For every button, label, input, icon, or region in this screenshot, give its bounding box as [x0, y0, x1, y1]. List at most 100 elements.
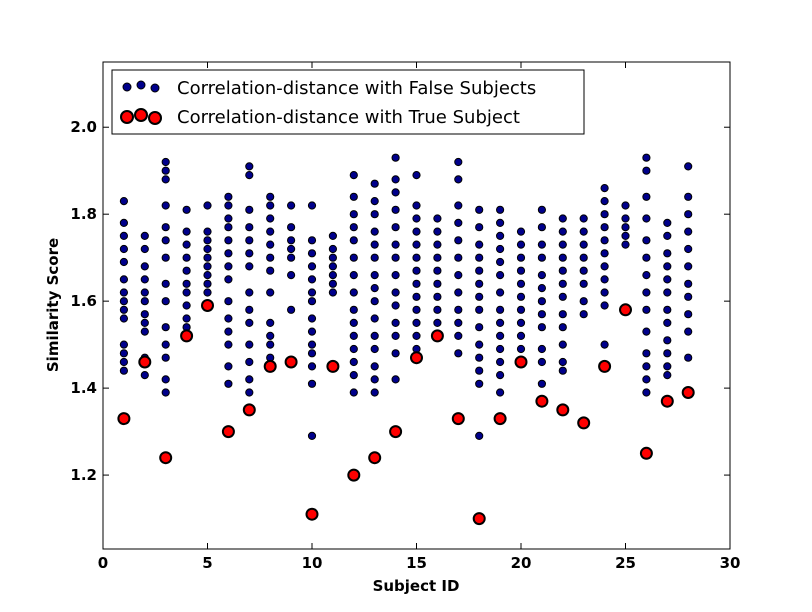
data-point-false-subject: [537, 323, 547, 332]
data-point-false-subject: [642, 288, 651, 297]
data-point-false-subject: [537, 310, 547, 319]
data-point-false-subject: [621, 240, 630, 249]
data-point-false-subject: [328, 271, 337, 280]
data-point-false-subject: [496, 388, 505, 397]
data-point-true-subject: [305, 507, 319, 521]
data-point-false-subject: [537, 271, 547, 280]
data-point-true-subject: [639, 446, 653, 460]
data-point-false-subject: [349, 305, 358, 314]
legend-label-false-subjects: Correlation-distance with False Subjects: [177, 78, 536, 99]
data-point-false-subject: [161, 201, 170, 210]
legend-marker-true-1: [120, 110, 134, 124]
data-point-false-subject: [537, 284, 547, 293]
data-point-false-subject: [663, 336, 672, 345]
y-tick-label: 1.2: [70, 466, 97, 484]
data-point-false-subject: [579, 253, 588, 262]
data-point-false-subject: [391, 288, 400, 297]
data-point-false-subject: [182, 288, 191, 297]
data-point-false-subject: [266, 253, 275, 262]
data-point-false-subject: [454, 253, 463, 262]
data-point-false-subject: [391, 188, 400, 197]
data-point-false-subject: [182, 279, 191, 288]
data-point-false-subject: [621, 201, 630, 210]
data-point-false-subject: [245, 388, 254, 397]
data-point-true-subject: [535, 394, 549, 408]
data-point-false-subject: [684, 210, 693, 219]
data-point-false-subject: [182, 301, 191, 310]
data-point-false-subject: [537, 240, 547, 249]
data-point-false-subject: [433, 266, 442, 275]
data-point-false-subject: [663, 288, 672, 297]
data-point-false-subject: [475, 253, 484, 262]
data-point-false-subject: [391, 331, 400, 340]
data-point-false-subject: [370, 253, 379, 262]
data-point-false-subject: [516, 279, 526, 288]
data-point-false-subject: [496, 331, 505, 340]
data-point-false-subject: [349, 192, 358, 201]
data-point-false-subject: [600, 275, 609, 284]
data-point-false-subject: [328, 244, 337, 254]
data-point-false-subject: [370, 197, 379, 206]
data-point-false-subject: [266, 240, 275, 249]
x-tick-label: 25: [615, 554, 636, 572]
data-point-false-subject: [140, 318, 149, 327]
data-point-false-subject: [642, 214, 651, 223]
data-point-false-subject: [140, 310, 149, 319]
data-point-false-subject: [454, 288, 463, 297]
plot-frame: [102, 61, 731, 550]
data-point-false-subject: [454, 175, 463, 184]
data-point-false-subject: [287, 223, 296, 232]
data-point-false-subject: [433, 279, 442, 288]
data-point-false-subject: [537, 357, 547, 367]
data-point-false-subject: [454, 236, 463, 245]
data-point-false-subject: [621, 223, 630, 232]
legend-marker-true-3: [148, 111, 162, 125]
series-true-subject: [117, 299, 695, 526]
data-point-false-subject: [224, 327, 233, 336]
data-point-false-subject: [663, 218, 672, 227]
data-point-false-subject: [391, 240, 400, 249]
data-point-false-subject: [516, 266, 526, 275]
data-point-true-subject: [117, 412, 131, 426]
y-tick-label: 1.4: [70, 379, 97, 397]
data-point-false-subject: [537, 379, 547, 388]
data-point-false-subject: [370, 314, 379, 323]
data-point-false-subject: [663, 318, 672, 327]
data-point-false-subject: [266, 201, 275, 210]
data-point-false-subject: [307, 362, 317, 371]
data-point-false-subject: [161, 223, 170, 232]
data-point-true-subject: [368, 451, 382, 465]
data-point-false-subject: [433, 305, 442, 314]
data-point-false-subject: [119, 231, 129, 240]
data-point-false-subject: [642, 166, 651, 175]
data-point-false-subject: [600, 288, 609, 297]
data-point-false-subject: [224, 201, 233, 210]
data-point-false-subject: [516, 292, 526, 301]
data-point-false-subject: [454, 201, 463, 210]
data-point-false-subject: [663, 275, 672, 284]
data-point-false-subject: [119, 357, 129, 367]
data-point-true-subject: [284, 355, 298, 369]
data-point-false-subject: [245, 262, 254, 271]
data-point-false-subject: [140, 275, 149, 284]
legend-box: [111, 69, 585, 135]
data-point-true-subject: [556, 403, 570, 417]
data-point-false-subject: [161, 375, 170, 384]
data-point-false-subject: [224, 214, 233, 223]
data-point-false-subject: [642, 236, 651, 245]
data-point-false-subject: [454, 271, 463, 280]
data-point-false-subject: [287, 236, 296, 245]
data-point-false-subject: [663, 362, 672, 371]
data-point-false-subject: [307, 275, 317, 284]
data-point-false-subject: [475, 205, 484, 214]
data-point-false-subject: [579, 240, 588, 249]
data-point-false-subject: [684, 292, 693, 301]
x-tick-label: 15: [406, 554, 427, 572]
data-point-false-subject: [579, 227, 588, 236]
data-point-false-subject: [475, 366, 484, 375]
data-point-false-subject: [161, 279, 170, 288]
data-point-false-subject: [349, 371, 358, 380]
x-tick-label: 0: [98, 554, 108, 572]
data-point-false-subject: [161, 297, 170, 306]
data-point-true-subject: [347, 468, 361, 482]
